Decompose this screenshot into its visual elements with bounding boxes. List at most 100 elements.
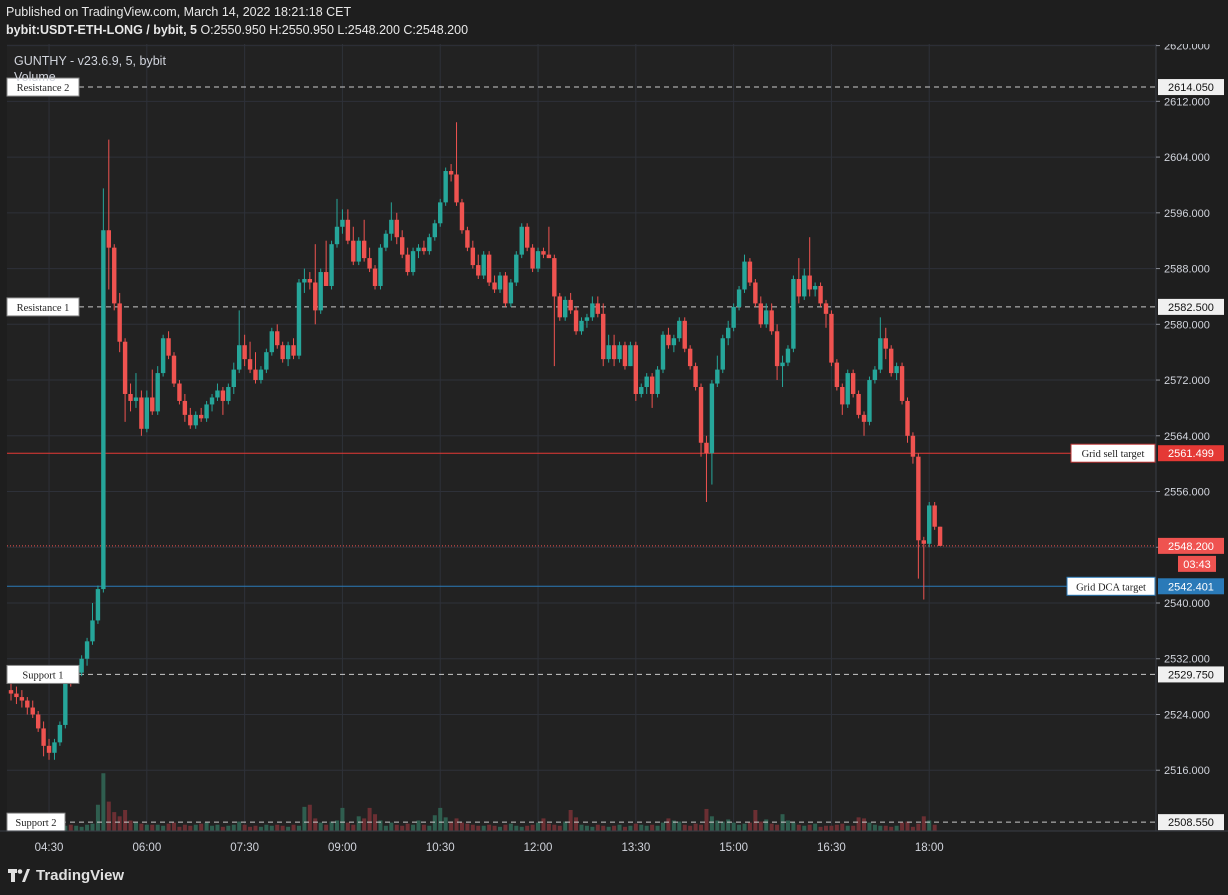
volume-bar: [123, 810, 128, 831]
candle-body: [595, 303, 600, 314]
volume-bar: [356, 816, 361, 831]
volume-bar: [470, 824, 475, 831]
candle-body: [30, 707, 35, 715]
volume-bar: [362, 818, 367, 831]
volume-bar: [557, 825, 562, 831]
indicator-legend[interactable]: GUNTHY - v23.6.9, 5, bybit: [14, 54, 166, 68]
tradingview-brand: TradingView: [36, 867, 125, 884]
chart-header: Published on TradingView.com, March 14, …: [0, 0, 1228, 44]
volume-bar: [796, 824, 801, 831]
candle-body: [916, 456, 921, 541]
volume-bar: [286, 826, 291, 831]
volume-bar: [829, 825, 834, 831]
volume-bar: [682, 824, 687, 831]
candle-body: [856, 393, 861, 415]
candle-body: [84, 641, 90, 659]
volume-bar: [525, 825, 530, 831]
volume-bar: [465, 823, 470, 831]
y-axis-label: 2604.000: [1164, 152, 1210, 164]
tradingview-logo[interactable]: TradingView: [8, 867, 124, 884]
candle-body: [209, 397, 215, 405]
candle-body: [14, 693, 19, 698]
volume-bar: [166, 823, 171, 831]
candle-body: [41, 728, 46, 746]
candle-body: [177, 383, 182, 401]
level-name-tag: Grid DCA target: [1076, 582, 1146, 593]
candle-body: [894, 366, 899, 374]
level-name-tag: Resistance 2: [17, 83, 70, 94]
y-axis-label: 2516.000: [1164, 765, 1210, 777]
y-axis-label: 2612.000: [1164, 96, 1210, 108]
candle-body: [443, 171, 448, 203]
volume-bar: [612, 825, 617, 831]
chart-footer: TradingView: [0, 858, 1228, 895]
candle-body: [481, 254, 486, 276]
y-axis-label: 2524.000: [1164, 709, 1210, 721]
volume-bar: [900, 822, 905, 831]
volume-bar: [601, 825, 606, 831]
y-axis-label: 2596.000: [1164, 208, 1210, 220]
candle-body: [345, 219, 351, 241]
price-chart[interactable]: 04:30 06:00 07:30 09:00 10:30 12:00 13:30 15:00…: [0, 44, 1228, 858]
candle-body: [883, 338, 888, 349]
candle-body: [275, 331, 280, 346]
candle-body: [63, 676, 68, 725]
volume-bar: [758, 821, 763, 831]
volume-bar: [927, 820, 932, 831]
volume-bar: [867, 822, 872, 831]
volume-bar: [742, 823, 747, 831]
candle-body: [611, 345, 617, 360]
volume-bar: [818, 826, 823, 831]
volume-bar: [519, 826, 524, 831]
price-tag-label: 2508.550: [1168, 817, 1214, 829]
candle-body: [291, 345, 296, 356]
volume-bar: [416, 820, 421, 831]
candle-body: [818, 285, 823, 304]
candle-body: [351, 240, 356, 262]
volume-bar: [394, 824, 399, 831]
volume-bar: [660, 822, 665, 831]
symbol-name[interactable]: bybit:USDT-ETH-LONG / bybit, 5: [6, 23, 197, 37]
volume-bar: [536, 822, 541, 831]
volume-bar: [400, 825, 405, 831]
price-tag-label: 2614.050: [1168, 82, 1214, 94]
volume-bar: [210, 825, 215, 831]
candle-body: [687, 348, 693, 367]
volume-bar: [639, 824, 644, 831]
candle-body: [459, 202, 465, 231]
volume-bar: [677, 821, 682, 831]
last-price-tag: [1158, 537, 1224, 554]
candle-body: [704, 442, 709, 454]
volume-bar: [595, 824, 600, 831]
volume-bar: [242, 824, 247, 831]
volume-bar: [693, 823, 698, 831]
price-tag: [1158, 445, 1224, 462]
volume-bar: [769, 823, 774, 831]
candle-body: [921, 540, 926, 544]
candle-body: [514, 254, 519, 283]
volume-bar: [487, 824, 492, 831]
volume-bar: [785, 820, 790, 831]
candle-body: [410, 251, 416, 273]
volume-bar: [291, 824, 296, 831]
volume-bar: [334, 820, 339, 831]
candle-body: [541, 251, 546, 255]
volume-legend[interactable]: Volume: [14, 70, 56, 84]
level-name-tag: Support 2: [15, 818, 56, 829]
volume-bar: [552, 824, 557, 831]
volume-bar: [503, 824, 508, 831]
candle-body: [122, 341, 128, 394]
candle-body: [785, 348, 791, 363]
y-axis-label: 2572.000: [1164, 375, 1210, 387]
candle-body: [780, 362, 785, 367]
volume-bar: [606, 826, 611, 831]
volume-bar: [280, 825, 285, 831]
symbol-info: bybit:USDT-ETH-LONG / bybit, 5 O:2550.95…: [6, 23, 468, 37]
volume-bar: [378, 820, 383, 831]
volume-bar: [883, 825, 888, 831]
countdown-label: 03:43: [1183, 559, 1211, 571]
volume-bar: [389, 822, 394, 831]
candle-body: [46, 745, 52, 753]
volume-bar: [584, 825, 589, 831]
candle-body: [188, 414, 193, 426]
